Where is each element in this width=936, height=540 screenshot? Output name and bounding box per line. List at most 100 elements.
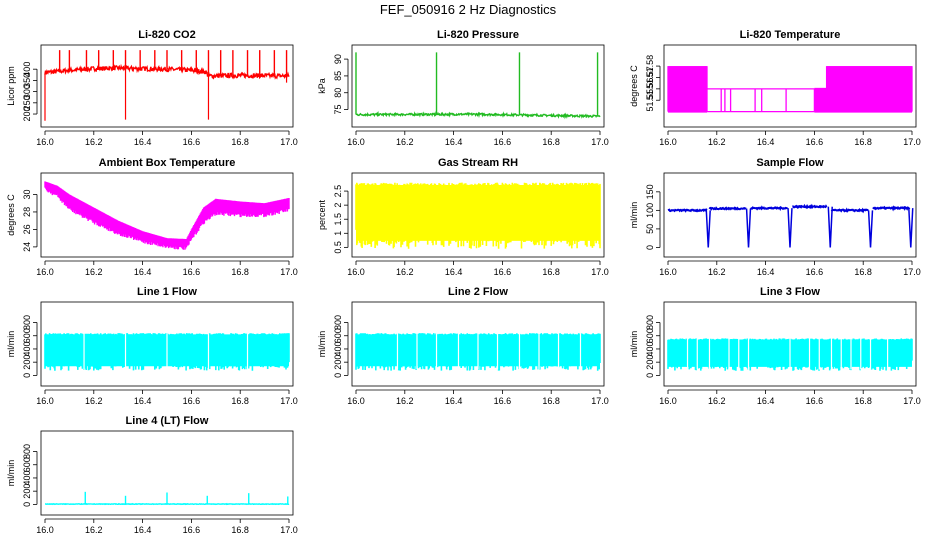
x-tick-label: 17.0: [280, 137, 298, 147]
y-tick-label: 0.5: [333, 241, 343, 254]
x-tick-label: 16.6: [806, 137, 824, 147]
y-axis-label: ml/min: [317, 331, 327, 358]
y-tick-label: 0: [22, 502, 32, 507]
dip: [908, 208, 914, 248]
data-series: [45, 491, 290, 506]
x-tick-label: 16.4: [134, 137, 152, 147]
x-tick-label: 16.4: [757, 137, 775, 147]
plot-frame: [40, 430, 294, 516]
axes: 16.0 16.2 16.4 16.6 16.8 17.0 75 80 85 90: [333, 54, 609, 147]
x-tick-label: 16.4: [134, 525, 152, 535]
y-tick-label: 0: [645, 373, 655, 378]
chart-title: Li-820 Pressure: [437, 29, 519, 41]
series-line: [667, 208, 708, 213]
x-tick-label: 16.2: [396, 267, 414, 277]
x-tick-label: 17.0: [903, 267, 921, 277]
series-line: [708, 206, 747, 211]
chart-title: Line 4 (LT) Flow: [126, 415, 209, 427]
x-tick-label: 16.0: [347, 396, 365, 406]
y-tick-label: 85: [333, 71, 343, 81]
plot-frame: [663, 301, 917, 387]
x-tick-label: 16.0: [347, 267, 365, 277]
x-tick-label: 16.0: [347, 137, 365, 147]
plot-frame: [40, 44, 294, 128]
chart-panel: Line 3 Flow ml/min 16.0 16.2 16.4 16.6 16.8 17.…: [629, 286, 921, 406]
y-tick-label: 90: [333, 54, 343, 64]
x-tick-label: 16.2: [708, 137, 726, 147]
data-series: [355, 333, 601, 371]
chart-title: Line 1 Flow: [137, 286, 197, 298]
series-line: [872, 205, 911, 212]
series-band: [826, 66, 912, 89]
chart-title: Sample Flow: [756, 157, 824, 169]
dip: [867, 210, 874, 248]
y-tick-label: 80: [333, 88, 343, 98]
figure-title: FEF_050916 2 Hz Diagnostics: [379, 2, 557, 17]
y-tick-label: 0: [22, 373, 32, 378]
y-tick-label: 350: [22, 73, 32, 88]
x-tick-label: 16.8: [542, 267, 560, 277]
dip: [705, 210, 711, 248]
x-tick-label: 16.4: [445, 137, 463, 147]
x-tick-label: 16.8: [231, 137, 249, 147]
x-tick-label: 16.0: [659, 267, 677, 277]
x-tick-label: 16.2: [708, 396, 726, 406]
x-tick-label: 17.0: [591, 267, 609, 277]
series-band: [668, 87, 708, 113]
x-tick-label: 16.2: [85, 267, 103, 277]
x-tick-label: 16.0: [36, 267, 54, 277]
x-tick-label: 16.6: [494, 396, 512, 406]
x-tick-label: 16.8: [231, 525, 249, 535]
chart-title: Li-820 CO2: [138, 29, 195, 41]
y-tick-label: 24: [22, 242, 32, 252]
y-tick-label: 800: [333, 315, 343, 330]
y-tick-label: 51.58: [645, 55, 655, 78]
series-line: [792, 203, 828, 210]
y-tick-label: 28: [22, 207, 32, 217]
y-tick-label: 51.55: [645, 89, 655, 112]
y-tick-label: 600: [22, 328, 32, 343]
x-tick-label: 16.4: [757, 396, 775, 406]
y-axis-label: degrees C: [629, 65, 639, 107]
chart-panel: Line 1 Flow ml/min 16.0 16.2 16.4 16.6 16.8 17.…: [6, 286, 298, 406]
x-tick-label: 16.8: [231, 396, 249, 406]
chart-panel: Li-820 Pressure kPa 16.0 16.2 16.4 16.6 16.8 17…: [317, 29, 609, 147]
data-series: [667, 66, 913, 113]
plot-frame: [40, 301, 294, 387]
plot-frame: [663, 44, 917, 128]
axes: 16.0 16.2 16.4 16.6 16.8 17.0 51.5551.5651.575…: [645, 55, 921, 147]
plot-frame: [351, 172, 605, 258]
y-tick-label: 51.57: [645, 66, 655, 89]
x-tick-label: 16.8: [542, 396, 560, 406]
x-tick-label: 17.0: [903, 396, 921, 406]
series-line: [830, 207, 869, 214]
y-tick-label: 400: [22, 62, 32, 77]
y-tick-label: 400: [333, 341, 343, 356]
series-band: [356, 184, 600, 241]
series-line: [44, 181, 290, 250]
y-tick-label: 75: [333, 105, 343, 115]
x-tick-label: 17.0: [591, 137, 609, 147]
dip: [827, 206, 833, 248]
x-tick-label: 16.6: [494, 137, 512, 147]
x-tick-label: 16.8: [854, 137, 872, 147]
y-axis-label: Licor ppm: [6, 66, 16, 106]
dip: [745, 208, 752, 248]
data-series: [44, 50, 290, 121]
x-tick-label: 16.4: [757, 267, 775, 277]
x-tick-label: 16.8: [231, 267, 249, 277]
x-tick-label: 16.0: [659, 396, 677, 406]
y-tick-label: 200: [645, 355, 655, 370]
y-axis-label: ml/min: [629, 331, 639, 358]
y-tick-label: 300: [22, 84, 32, 99]
dip: [787, 208, 793, 248]
chart-title: Ambient Box Temperature: [99, 157, 236, 169]
data-series: [667, 338, 913, 371]
y-tick-label: 600: [22, 457, 32, 472]
y-tick-label: 800: [22, 315, 32, 330]
